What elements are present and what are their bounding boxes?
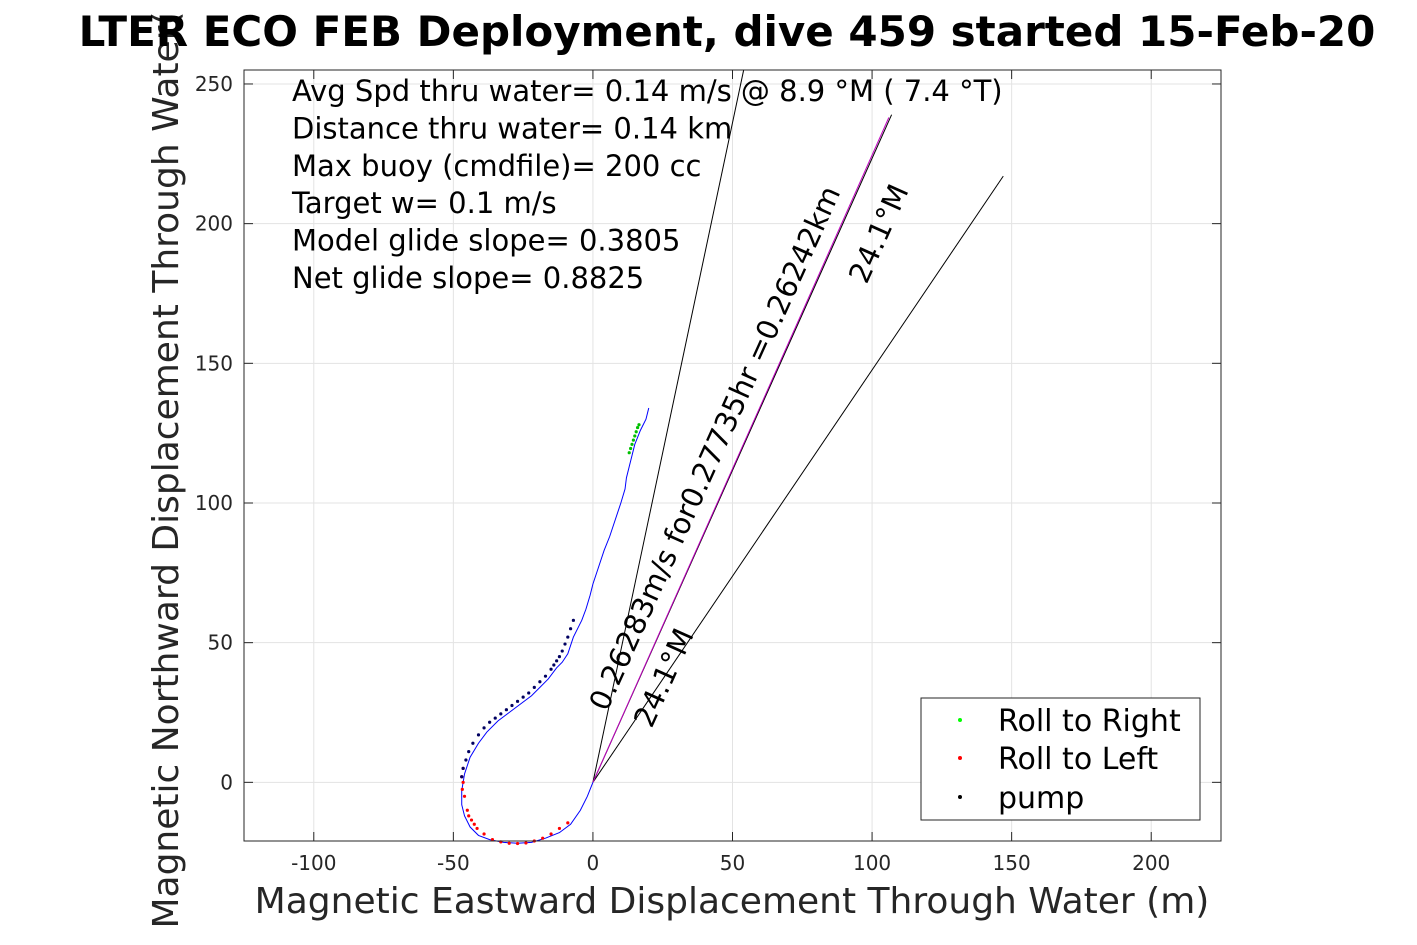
pump-point (549, 667, 553, 671)
pump-point (493, 716, 497, 720)
track-line (461, 407, 650, 844)
legend-label-pump: pump (998, 781, 1084, 816)
roll-right-point (629, 446, 633, 451)
x-axis-label: Magnetic Eastward Displacement Through W… (255, 881, 1210, 922)
roll-left-point (465, 808, 469, 812)
legend-marker-roll-right (958, 718, 962, 722)
pump-point (532, 685, 536, 689)
roll-right-point (631, 438, 636, 442)
x-tick-label: -100 (291, 851, 336, 875)
pump-point (499, 712, 503, 716)
y-tick-label: 100 (195, 491, 233, 515)
pump-point (527, 691, 531, 695)
y-tick-label: 150 (195, 351, 233, 375)
roll-right-point (634, 430, 638, 434)
legend-label-roll-right: Roll to Right (998, 704, 1181, 739)
roll-left-point (467, 814, 471, 818)
roll-left-point (541, 836, 545, 840)
stats-line: Model glide slope= 0.3805 (292, 224, 680, 258)
x-tick-label: 200 (1132, 851, 1170, 875)
roll-left-point (482, 832, 486, 836)
roll-left-point (524, 841, 528, 845)
pump-point (560, 649, 564, 653)
pump-point (552, 663, 556, 667)
roll-right-point (630, 442, 634, 446)
roll-left-point (461, 780, 465, 784)
stats-line: Net glide slope= 0.8825 (292, 261, 644, 295)
x-tick-label: 50 (720, 851, 745, 875)
reference-line (592, 117, 890, 783)
pump-point (467, 750, 471, 754)
roll-left-point (490, 838, 495, 842)
roll-left-point (507, 841, 511, 845)
reference-line (592, 69, 745, 783)
roll-right-point (637, 423, 641, 427)
pump-point (515, 699, 520, 703)
pump-point (557, 655, 562, 659)
x-tick-label: 150 (993, 851, 1031, 875)
legend-box (920, 697, 1201, 821)
y-tick-label: 50 (208, 631, 233, 655)
pump-point (464, 758, 468, 762)
legend-marker-pump (958, 795, 962, 799)
x-tick-label: 100 (853, 851, 891, 875)
stats-block: Avg Spd thru water= 0.14 m/s @ 8.9 °M ( … (291, 74, 1003, 295)
y-tick-label: 250 (195, 72, 233, 96)
tick-marks (244, 70, 1221, 841)
pump-point (482, 726, 486, 730)
pump-point (461, 766, 465, 770)
stats-line: Distance thru water= 0.14 km (292, 111, 732, 145)
pump-point (563, 642, 567, 646)
pump-point (566, 635, 570, 639)
pump-point (510, 703, 514, 708)
chart-title: LTER ECO FEB Deployment, dive 459 starte… (79, 7, 1376, 56)
roll-left-point (566, 821, 570, 825)
tick-labels: -100 -50 0 50 100 150 200 0 50 100 150 200 250 (195, 72, 1170, 875)
roll-right-point (627, 451, 631, 455)
roll-left-point (462, 794, 467, 798)
roll-left-point (460, 787, 464, 791)
pump-point (488, 720, 492, 724)
pump-point (476, 733, 481, 737)
pump-point (538, 680, 542, 684)
x-tick-label: 0 (587, 851, 600, 875)
x-tick-label: -50 (437, 851, 470, 875)
y-axis-label: Magnetic Northward Displacement Through … (146, 11, 187, 928)
roll-left-point (557, 826, 562, 831)
pump-point (471, 741, 475, 745)
roll-left-point (515, 841, 520, 846)
track-layer (461, 407, 650, 844)
roll-left-point (549, 832, 553, 836)
stats-line: Max buoy (cmdfile)= 200 cc (292, 149, 701, 183)
roll-right-point (633, 434, 637, 438)
reference-lines (592, 69, 1004, 783)
reference-line (592, 175, 1004, 783)
y-tick-label: 0 (220, 770, 233, 794)
roll-right-point (635, 425, 640, 430)
pump-point (543, 674, 548, 678)
legend-label-roll-left: Roll to Left (998, 742, 1158, 777)
pump-point (504, 708, 508, 712)
roll-left-point (469, 818, 474, 822)
pump-point (571, 618, 575, 622)
roll-left-point (472, 822, 476, 826)
pump-point (555, 659, 559, 663)
pump-point (521, 695, 525, 699)
legend: Roll to Right Roll to Left pump (920, 697, 1201, 821)
stats-line: Target w= 0.1 m/s (291, 186, 557, 220)
roll-left-point (475, 826, 479, 831)
y-tick-label: 200 (195, 212, 233, 236)
pump-point (460, 775, 464, 779)
legend-marker-roll-left (958, 756, 962, 760)
stats-line: Avg Spd thru water= 0.14 m/s @ 8.9 °M ( … (292, 74, 1003, 108)
pump-point (568, 627, 573, 631)
